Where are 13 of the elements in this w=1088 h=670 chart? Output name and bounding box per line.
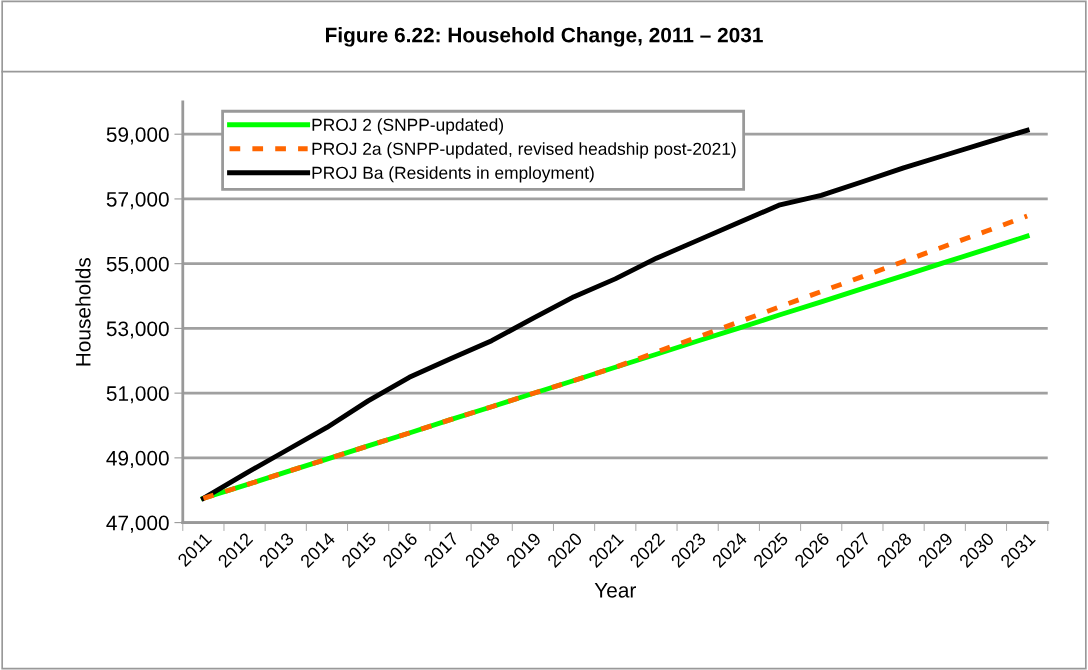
y-tick-label: 51,000 (106, 386, 169, 404)
legend-label: PROJ 2 (SNPP-updated) (312, 118, 504, 135)
legend-label: PROJ 2a (SNPP-updated, revised headship post-2021) (312, 142, 736, 159)
y-tick-label: 53,000 (106, 321, 169, 339)
legend-label: PROJ Ba (Residents in employment) (312, 166, 594, 183)
y-axis-title: Households (75, 257, 91, 366)
y-tick-label: 49,000 (106, 450, 169, 469)
y-tick-label: 55,000 (106, 256, 169, 274)
x-axis-title: Year (594, 583, 636, 598)
chart-title: Figure 6.22: Household Change, 2011 – 2031 (326, 27, 763, 47)
y-tick-label: 59,000 (106, 127, 169, 145)
y-tick-label: 47,000 (106, 515, 169, 533)
y-tick-label: 57,000 (106, 191, 169, 210)
